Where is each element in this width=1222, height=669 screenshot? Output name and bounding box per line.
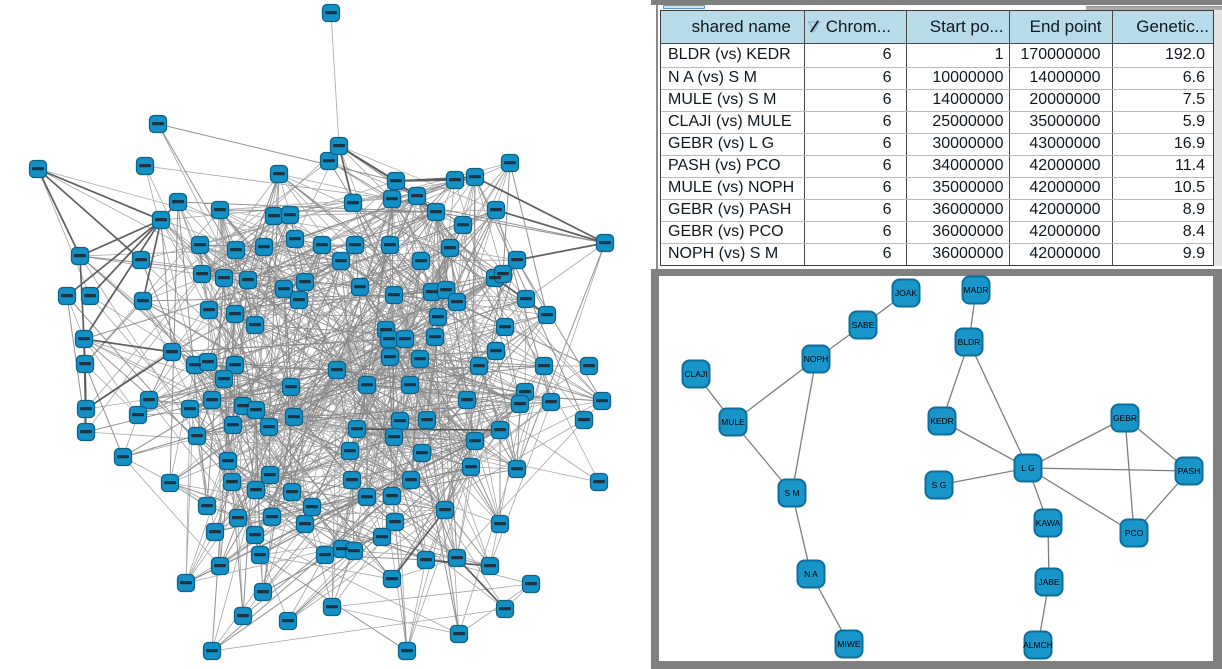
svg-text:MULE: MULE [721,417,745,427]
svg-text:JOAK: JOAK [895,288,918,298]
svg-text:MIWE: MIWE [837,639,860,649]
svg-text:S G: S G [932,480,947,490]
svg-text:GEBR: GEBR [1113,413,1137,423]
svg-text:L G: L G [1021,463,1034,473]
svg-text:CLAJI: CLAJI [684,369,707,379]
svg-text:MADR: MADR [963,285,988,295]
svg-text:KEDR: KEDR [930,416,954,426]
svg-text:SABE: SABE [852,320,875,330]
svg-text:NOPH: NOPH [804,354,829,364]
svg-text:KAWA: KAWA [1036,518,1061,528]
svg-text:S M: S M [784,488,799,498]
svg-text:N A: N A [804,569,818,579]
svg-text:BLDR: BLDR [958,337,981,347]
svg-text:ALMCH: ALMCH [1023,640,1053,650]
svg-text:PCO: PCO [1125,528,1144,538]
svg-text:JABE: JABE [1038,577,1060,587]
svg-text:PASH: PASH [1178,466,1201,476]
